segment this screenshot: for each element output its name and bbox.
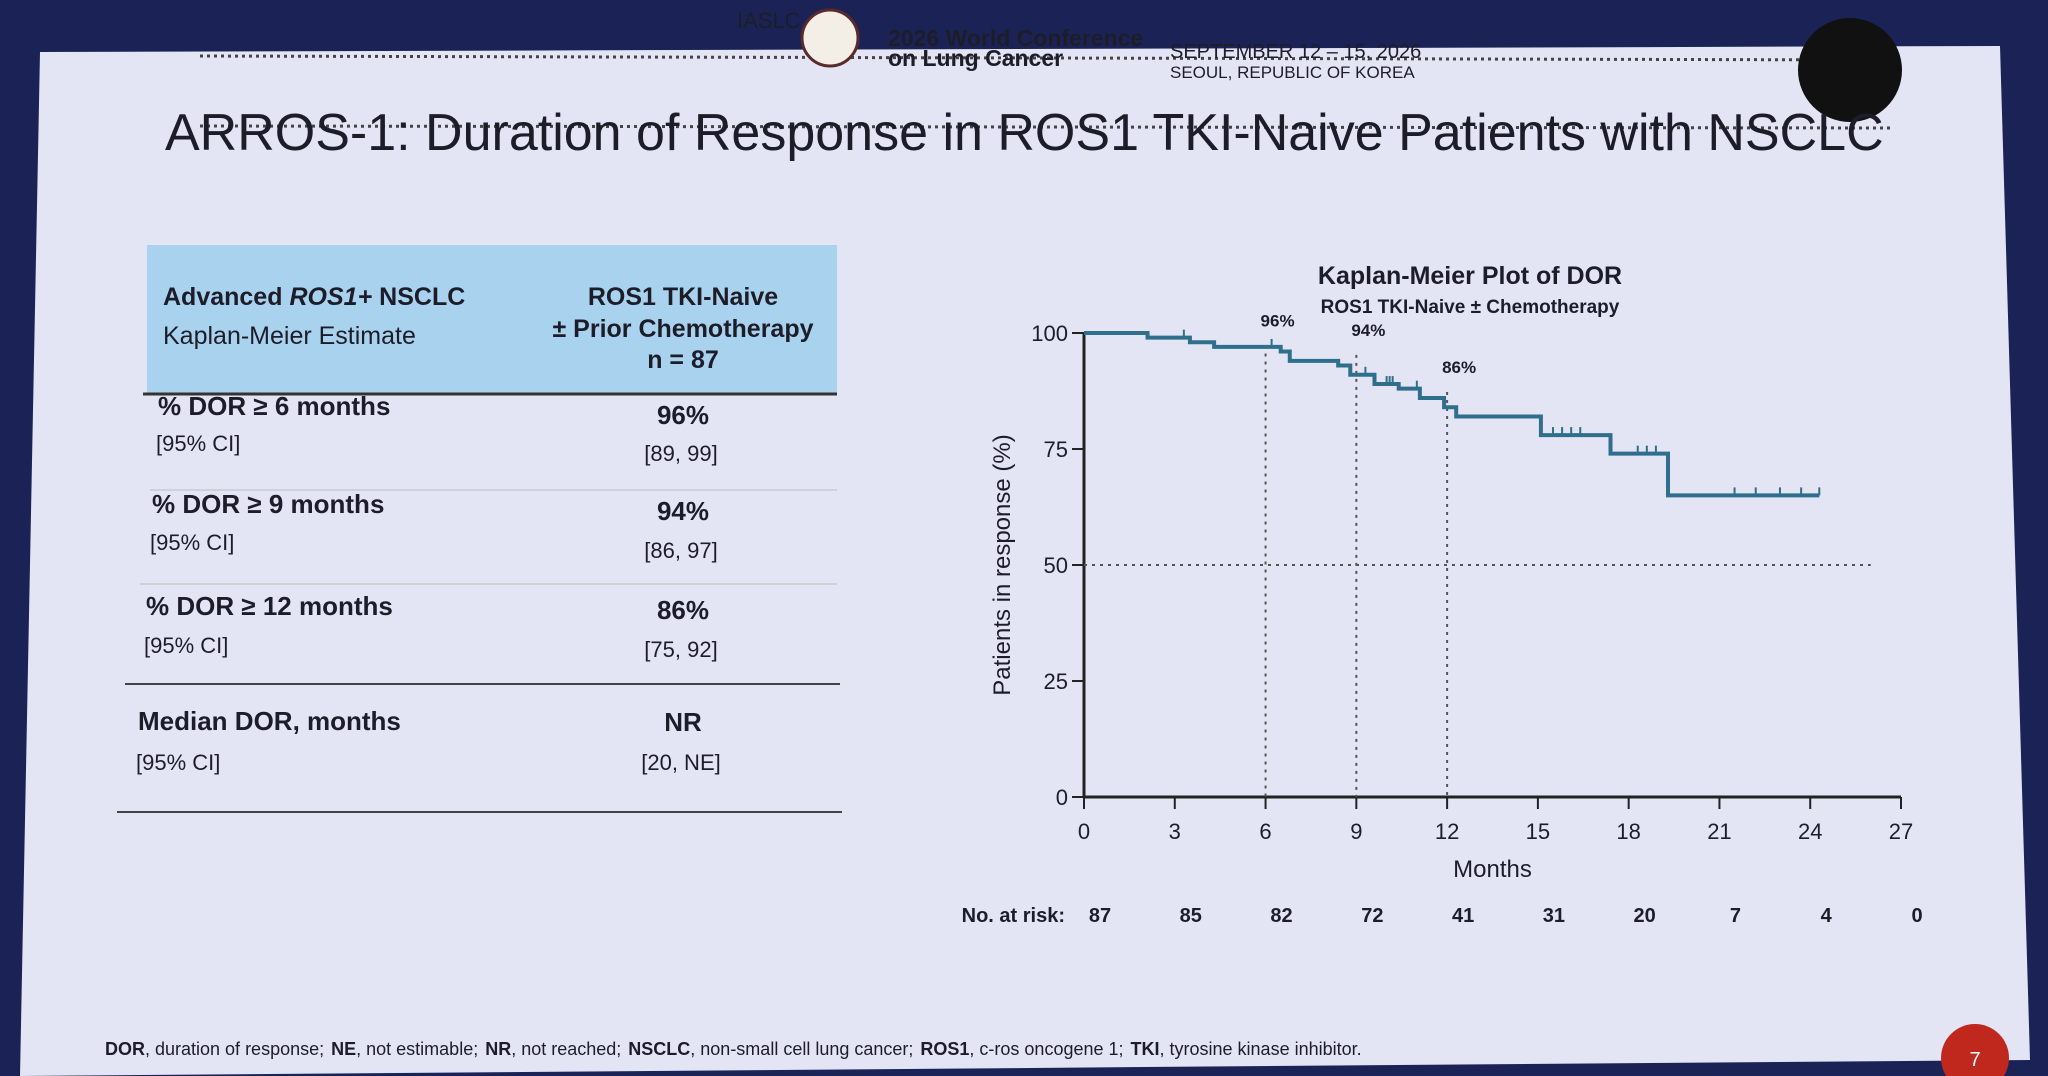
footnote-term: NR	[485, 1039, 511, 1059]
row-value: 86%	[657, 595, 709, 625]
table: % DOR ≥ 6 months [95% CI] 96% [89, 99] % DOR…	[117, 391, 842, 813]
row-label: % DOR ≥ 9 months	[152, 489, 384, 519]
x-tick-label: 21	[1707, 819, 1731, 844]
chart-title: Kaplan-Meier Plot of DOR	[1318, 262, 1622, 290]
at-risk-count: 0	[1911, 905, 1922, 927]
table-header-text: ROS1+	[289, 283, 372, 311]
conference-location: SEOUL, REPUBLIC OF KOREA	[1170, 63, 1415, 82]
footnote: DOR, duration of response; NE, not estima…	[105, 1039, 1362, 1059]
x-tick-label: 27	[1889, 819, 1913, 844]
row-ci-label: [95% CI]	[156, 431, 240, 456]
at-risk-count: 31	[1543, 905, 1565, 927]
footnote-term: NE	[331, 1039, 356, 1059]
km-chart: Kaplan-Meier Plot of DOR ROS1 TKI-Naive ±…	[962, 262, 1923, 927]
at-risk-count: 20	[1634, 905, 1656, 927]
table-header: Advanced ROS1+ NSCLC	[163, 283, 465, 311]
x-tick-label: 0	[1078, 819, 1090, 844]
row-label: % DOR ≥ 6 months	[158, 391, 390, 421]
annotation-label: 94%	[1351, 321, 1385, 340]
x-axis-label: Months	[1453, 856, 1532, 883]
at-risk-count: 82	[1270, 905, 1292, 927]
org-name: IASLC	[737, 8, 801, 33]
table-header-text: Advanced	[163, 283, 282, 311]
y-tick-label: 0	[1056, 785, 1068, 810]
footnote-text: , not estimable;	[356, 1039, 478, 1059]
table-header-text: NSCLC	[379, 283, 465, 311]
row-label: Median DOR, months	[138, 706, 401, 736]
decor-circle	[1798, 18, 1902, 122]
x-tick-label: 24	[1798, 819, 1822, 844]
annotation-label: 86%	[1442, 358, 1476, 377]
footnote-text: , non-small cell lung cancer;	[690, 1039, 913, 1059]
chart-subtitle: ROS1 TKI-Naive ± Chemotherapy	[1321, 297, 1620, 318]
table-header-band	[147, 245, 837, 393]
header-rule	[199, 124, 1891, 130]
slide-title: ARROS-1: Duration of Response in ROS1 TK…	[165, 104, 1884, 162]
footnote-text: , tyrosine kinase inhibitor.	[1160, 1039, 1362, 1059]
footnote-term: TKI	[1131, 1039, 1160, 1059]
at-risk-count: 85	[1180, 905, 1202, 927]
row-ci-label: [95% CI]	[144, 633, 228, 658]
page-number: 7	[1969, 1049, 1980, 1071]
row-value: NR	[664, 707, 702, 737]
table-header-sub: Kaplan-Meier Estimate	[163, 322, 416, 350]
x-tick-label: 18	[1616, 819, 1640, 844]
at-risk-count: 72	[1361, 905, 1383, 927]
footnote-text: , duration of response;	[145, 1039, 324, 1059]
at-risk-count: 87	[1089, 905, 1111, 927]
page-badge	[1941, 1024, 2009, 1076]
footnote-text: , not reached;	[511, 1039, 621, 1059]
y-tick-label: 75	[1044, 437, 1068, 462]
row-ci-label: [95% CI]	[150, 530, 234, 555]
table-header: ± Prior Chemotherapy	[553, 315, 814, 343]
row-ci: [89, 99]	[644, 441, 717, 466]
footnote-term: DOR	[105, 1039, 145, 1059]
row-ci: [86, 97]	[644, 538, 717, 563]
annotation-label: 96%	[1261, 312, 1295, 331]
conference-name: 2026 World Conference	[888, 25, 1143, 51]
x-tick-label: 6	[1259, 819, 1271, 844]
row-ci: [20, NE]	[641, 750, 720, 775]
risk-label: No. at risk:	[962, 905, 1065, 927]
footnote-text: , c-ros oncogene 1;	[969, 1039, 1123, 1059]
footnote-term: NSCLC	[628, 1039, 690, 1059]
y-axis-label: Patients in response (%)	[989, 434, 1016, 695]
at-risk-count: 7	[1730, 905, 1741, 927]
conference-logo	[800, 8, 860, 68]
x-tick-label: 15	[1526, 819, 1550, 844]
x-tick-label: 12	[1435, 819, 1459, 844]
y-tick-label: 50	[1044, 553, 1068, 578]
x-tick-label: 3	[1169, 819, 1181, 844]
footnote-term: ROS1	[920, 1039, 969, 1059]
table-header: ROS1 TKI-Naive	[588, 283, 778, 311]
row-label: % DOR ≥ 12 months	[146, 591, 393, 621]
y-tick-label: 100	[1031, 321, 1068, 346]
y-tick-label: 25	[1044, 669, 1068, 694]
header-rule	[199, 54, 1891, 62]
km-curve	[1084, 331, 1820, 498]
table-header: n = 87	[647, 346, 719, 374]
conference-name: on Lung Cancer	[888, 45, 1063, 71]
row-value: 96%	[657, 400, 709, 430]
row-ci: [75, 92]	[644, 637, 717, 662]
x-tick-label: 9	[1350, 819, 1362, 844]
row-value: 94%	[657, 496, 709, 526]
at-risk-count: 41	[1452, 905, 1474, 927]
row-ci-label: [95% CI]	[136, 750, 220, 775]
at-risk-count: 4	[1821, 905, 1833, 927]
conference-dates: SEPTEMBER 12 – 15, 2026	[1170, 41, 1421, 63]
